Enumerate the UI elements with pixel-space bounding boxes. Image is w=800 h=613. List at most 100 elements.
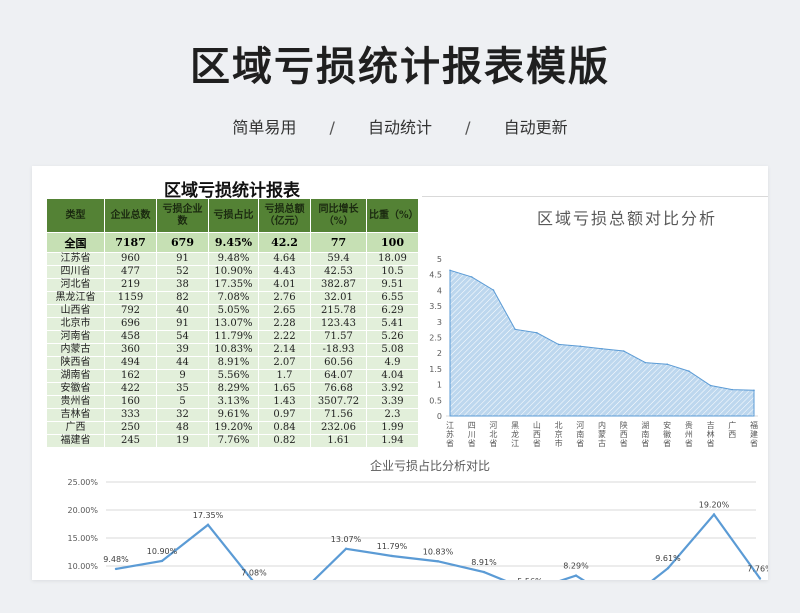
cell-loss-amount: 1.65 bbox=[258, 382, 311, 396]
cell-share: 2.3 bbox=[366, 408, 419, 422]
cell-type: 河北省 bbox=[46, 278, 105, 292]
cell-share: 5.41 bbox=[366, 317, 419, 331]
cell-type: 江苏省 bbox=[46, 252, 105, 266]
area-chart-panel: 区域亏损总额对比分析 0 0.5 1 1.5 2 2.5 3 3.5 4 4.5 5 江苏省 四川省 河北省… bbox=[422, 196, 768, 447]
cell-yoy-growth: 3507.72 bbox=[310, 395, 367, 409]
cell-loss-amount: 42.2 bbox=[258, 232, 311, 253]
x-tick-label: 黑龙江省 bbox=[511, 421, 519, 447]
y-tick-label: 2.5 bbox=[429, 334, 442, 343]
cell-loss-ratio: 9.45% bbox=[208, 232, 259, 253]
cell-loss-ratio: 13.07% bbox=[208, 317, 259, 331]
area-data-point bbox=[557, 343, 560, 346]
cell-enterprise-total: 1159 bbox=[104, 291, 157, 305]
cell-loss-ratio: 11.79% bbox=[208, 330, 259, 344]
tagline: 简单易用 / 自动统计 / 自动更新 bbox=[0, 114, 800, 138]
x-tick-label: 湖南省 bbox=[641, 421, 649, 447]
cell-enterprise-total: 494 bbox=[104, 356, 157, 370]
cell-loss-enterprise-count: 48 bbox=[156, 421, 209, 435]
cell-share: 1.99 bbox=[366, 421, 419, 435]
header-yoy-growth: 同比增长（%） bbox=[310, 198, 367, 233]
x-tick-label: 河南省 bbox=[576, 420, 584, 447]
x-tick-label: 广西 bbox=[728, 420, 736, 439]
area-data-point bbox=[731, 388, 734, 391]
cell-loss-ratio: 7.76% bbox=[208, 434, 259, 448]
cell-share: 6.29 bbox=[366, 304, 419, 318]
cell-loss-enterprise-count: 35 bbox=[156, 382, 209, 396]
cell-enterprise-total: 458 bbox=[104, 330, 157, 344]
cell-yoy-growth: 382.87 bbox=[310, 278, 367, 292]
y-tick-label: 25.00% bbox=[67, 478, 98, 487]
cell-loss-enterprise-count: 40 bbox=[156, 304, 209, 318]
area-data-point bbox=[601, 348, 603, 350]
cell-yoy-growth: 59.4 bbox=[310, 252, 367, 266]
cell-loss-enterprise-count: 5 bbox=[156, 395, 209, 409]
tag-auto-stat: 自动统计 bbox=[367, 118, 432, 137]
cell-enterprise-total: 696 bbox=[104, 317, 157, 331]
cell-type: 四川省 bbox=[46, 265, 105, 279]
header-enterprise-total: 企业总数 bbox=[104, 198, 157, 233]
table-row: 山西省 792 40 5.05% 2.65 215.78 6.29 bbox=[46, 304, 419, 318]
area-data-point bbox=[688, 370, 690, 372]
cell-share: 4.9 bbox=[366, 356, 419, 370]
cell-share: 3.39 bbox=[366, 395, 419, 409]
area-data-point bbox=[644, 361, 647, 364]
cell-share: 10.5 bbox=[366, 265, 419, 279]
cell-enterprise-total: 250 bbox=[104, 421, 157, 435]
cell-loss-ratio: 9.61% bbox=[208, 408, 259, 422]
cell-yoy-growth: 64.07 bbox=[310, 369, 367, 383]
area-data-point bbox=[622, 350, 625, 352]
table-row: 内蒙古 360 39 10.83% 2.14 -18.93 5.08 bbox=[46, 343, 419, 357]
y-tick-label: 0.5 bbox=[429, 396, 442, 405]
cell-loss-enterprise-count: 38 bbox=[156, 278, 209, 292]
header-type: 类型 bbox=[46, 198, 105, 233]
cell-type: 河南省 bbox=[46, 330, 105, 344]
cell-loss-ratio: 5.56% bbox=[208, 369, 259, 383]
area-chart: 区域亏损总额对比分析 0 0.5 1 1.5 2 2.5 3 3.5 4 4.5 5 江苏省 四川省 河北省… bbox=[429, 209, 758, 447]
header-loss-amount: 亏损总额（亿元） bbox=[258, 198, 311, 233]
cell-loss-amount: 1.7 bbox=[258, 369, 311, 383]
cell-type: 湖南省 bbox=[46, 369, 105, 383]
line-data-point bbox=[344, 547, 348, 551]
area-series-fill bbox=[449, 269, 755, 417]
table-row: 安徽省 422 35 8.29% 1.65 76.68 3.92 bbox=[46, 382, 419, 396]
cell-share: 5.26 bbox=[366, 330, 419, 344]
line-data-point bbox=[436, 560, 440, 563]
report-table: 类型 企业总数 亏损企业数 亏损占比 亏损总额（亿元） 同比增长（%） 比重（%） 全国 71… bbox=[46, 198, 419, 448]
cell-loss-ratio: 8.91% bbox=[208, 356, 259, 370]
cell-enterprise-total: 245 bbox=[104, 434, 157, 448]
header-loss-enterprise-count: 亏损企业数 bbox=[156, 198, 209, 233]
x-tick-label: 四川省 bbox=[468, 421, 476, 447]
line-data-point bbox=[712, 513, 716, 516]
header-share: 比重（%） bbox=[366, 198, 419, 233]
table-row: 广西 250 48 19.20% 0.84 232.06 1.99 bbox=[46, 421, 419, 435]
tag-auto-update: 自动更新 bbox=[503, 118, 568, 137]
data-label: 13.07% bbox=[331, 535, 362, 544]
y-tick-label: 5 bbox=[437, 255, 442, 264]
table-row: 湖南省 162 9 5.56% 1.7 64.07 4.04 bbox=[46, 369, 419, 383]
y-tick-label: 2 bbox=[437, 349, 442, 358]
cell-yoy-growth: 32.01 bbox=[310, 291, 367, 305]
cell-yoy-growth: 71.56 bbox=[310, 408, 367, 422]
area-data-point bbox=[470, 276, 473, 278]
cell-type: 全国 bbox=[46, 232, 105, 253]
cell-loss-amount: 1.43 bbox=[258, 395, 311, 409]
area-data-point bbox=[514, 328, 516, 331]
area-data-point bbox=[492, 289, 495, 291]
line-chart: 企业亏损占比分析对比 25.00% 20.00% 15.00% 10.00% 9.48% 1… bbox=[67, 458, 768, 580]
cell-loss-amount: 0.82 bbox=[258, 434, 311, 448]
y-tick-label: 4.5 bbox=[429, 271, 442, 280]
cell-type: 安徽省 bbox=[46, 382, 105, 396]
cell-loss-enterprise-count: 54 bbox=[156, 330, 209, 344]
line-data-point bbox=[206, 523, 210, 527]
cell-enterprise-total: 219 bbox=[104, 278, 157, 292]
cell-yoy-growth: 60.56 bbox=[310, 356, 367, 370]
area-data-point bbox=[449, 269, 451, 272]
cell-loss-amount: 2.76 bbox=[258, 291, 311, 305]
line-data-point bbox=[114, 567, 118, 571]
spreadsheet-preview: 区域亏损统计报表 类型 企业总数 亏损企业数 亏损占比 亏损总额（亿元） 同比增长（%）比… bbox=[32, 166, 768, 580]
line-data-point bbox=[482, 570, 486, 574]
x-tick-label: 江苏省 bbox=[446, 421, 454, 447]
cell-type: 陕西省 bbox=[46, 356, 105, 370]
header-loss-ratio: 亏损占比 bbox=[208, 198, 259, 233]
y-tick-label: 10.00% bbox=[67, 562, 98, 571]
